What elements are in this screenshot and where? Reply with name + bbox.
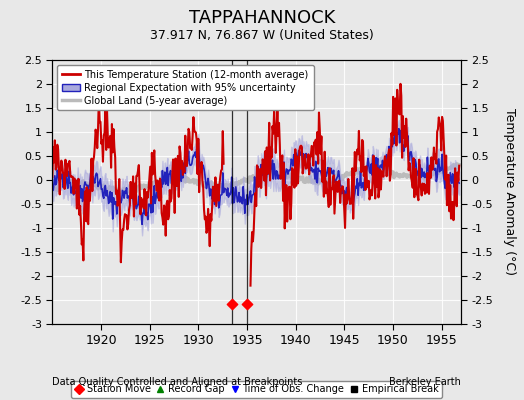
Y-axis label: Temperature Anomaly (°C): Temperature Anomaly (°C) xyxy=(503,108,516,276)
Legend: Station Move, Record Gap, Time of Obs. Change, Empirical Break: Station Move, Record Gap, Time of Obs. C… xyxy=(71,380,442,398)
Point xyxy=(243,301,251,307)
Text: TAPPAHANNOCK: TAPPAHANNOCK xyxy=(189,9,335,27)
Point xyxy=(228,301,237,307)
Text: Berkeley Earth: Berkeley Earth xyxy=(389,377,461,387)
Text: Data Quality Controlled and Aligned at Breakpoints: Data Quality Controlled and Aligned at B… xyxy=(52,377,303,387)
Text: 37.917 N, 76.867 W (United States): 37.917 N, 76.867 W (United States) xyxy=(150,29,374,42)
